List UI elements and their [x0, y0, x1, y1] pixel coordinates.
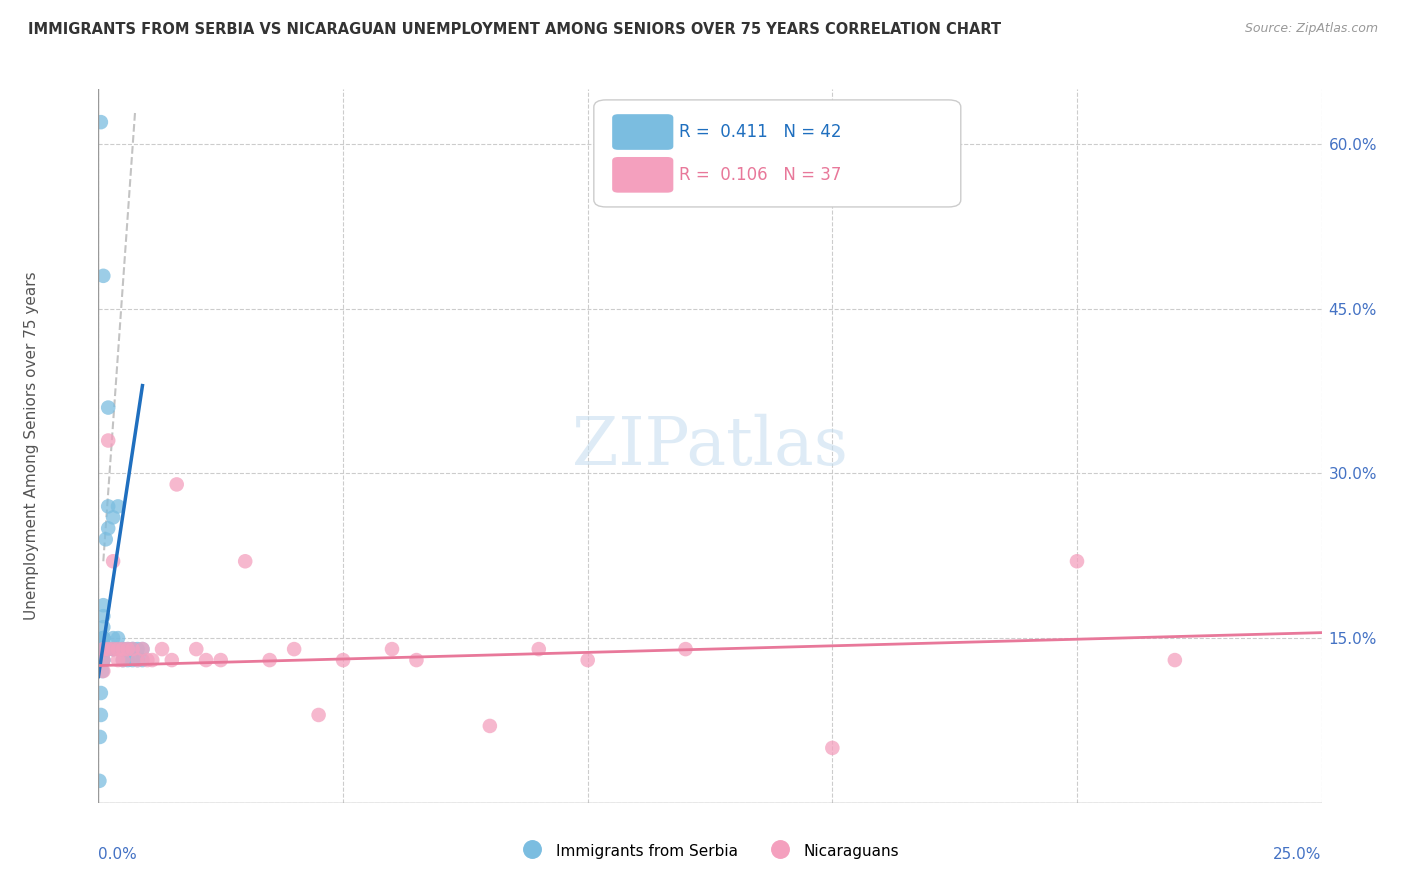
Point [101, 642, 124, 657]
Point [90, 708, 112, 723]
Point [111, 642, 134, 657]
Point [91, 664, 114, 678]
Point [166, 477, 188, 491]
Point [91, 631, 114, 645]
Point [101, 631, 124, 645]
Point [91, 653, 114, 667]
Point [127, 653, 149, 667]
Point [97, 401, 120, 415]
Point [91, 642, 114, 657]
Point [91, 631, 114, 645]
Point [576, 653, 599, 667]
Point [195, 653, 218, 667]
Point [117, 642, 139, 657]
Point [121, 642, 143, 657]
Point [107, 631, 129, 645]
Point [1066, 554, 1088, 568]
FancyBboxPatch shape [612, 114, 673, 150]
Point [136, 653, 159, 667]
Point [89, 730, 111, 744]
Point [90, 115, 112, 129]
Point [1164, 653, 1187, 667]
Point [121, 653, 143, 667]
Point [186, 642, 208, 657]
Point [91, 609, 114, 624]
Point [141, 653, 163, 667]
Point [91, 620, 114, 634]
Point [332, 653, 354, 667]
Point [381, 642, 404, 657]
Point [821, 740, 844, 755]
Point [131, 642, 153, 657]
Text: IMMIGRANTS FROM SERBIA VS NICARAGUAN UNEMPLOYMENT AMONG SENIORS OVER 75 YEARS CO: IMMIGRANTS FROM SERBIA VS NICARAGUAN UNE… [28, 22, 1001, 37]
Point [101, 510, 124, 524]
Point [91, 631, 114, 645]
Point [97, 521, 120, 535]
Point [107, 500, 129, 514]
Point [131, 653, 153, 667]
Point [308, 708, 330, 723]
FancyBboxPatch shape [612, 157, 673, 193]
Point [111, 653, 134, 667]
Text: Unemployment Among Seniors over 75 years: Unemployment Among Seniors over 75 years [24, 272, 38, 620]
Point [527, 642, 550, 657]
Point [160, 653, 183, 667]
Point [233, 554, 256, 568]
Point [91, 653, 114, 667]
Point [283, 642, 305, 657]
Point [121, 642, 143, 657]
Point [111, 642, 134, 657]
Point [97, 434, 120, 448]
Text: Source: ZipAtlas.com: Source: ZipAtlas.com [1244, 22, 1378, 36]
Point [150, 642, 173, 657]
Point [127, 653, 149, 667]
Point [97, 500, 120, 514]
Text: 0.0%: 0.0% [98, 847, 138, 862]
Point [111, 653, 134, 667]
Text: R =  0.106   N = 37: R = 0.106 N = 37 [679, 166, 842, 184]
Point [101, 554, 124, 568]
Point [111, 642, 134, 657]
Point [117, 653, 139, 667]
Legend: Immigrants from Serbia, Nicaraguans: Immigrants from Serbia, Nicaraguans [515, 836, 905, 866]
Point [675, 642, 697, 657]
Point [121, 642, 143, 657]
Point [90, 686, 112, 700]
Point [97, 642, 120, 657]
Point [101, 642, 124, 657]
Point [131, 642, 153, 657]
Point [101, 642, 124, 657]
Point [107, 642, 129, 657]
Point [117, 642, 139, 657]
Point [209, 653, 232, 667]
Point [259, 653, 281, 667]
Point [91, 268, 114, 283]
Point [94, 533, 117, 547]
Point [91, 642, 114, 657]
Point [91, 642, 114, 657]
Point [127, 642, 149, 657]
Point [89, 773, 111, 788]
Point [91, 598, 114, 612]
Point [91, 631, 114, 645]
Text: ZIPatlas: ZIPatlas [572, 413, 848, 479]
Point [91, 642, 114, 657]
Point [107, 642, 129, 657]
Text: 25.0%: 25.0% [1274, 847, 1322, 862]
Point [91, 653, 114, 667]
Text: R =  0.411   N = 42: R = 0.411 N = 42 [679, 123, 842, 141]
Point [107, 653, 129, 667]
FancyBboxPatch shape [593, 100, 960, 207]
Point [91, 642, 114, 657]
Point [405, 653, 427, 667]
Point [478, 719, 501, 733]
Point [91, 664, 114, 678]
Point [97, 642, 120, 657]
